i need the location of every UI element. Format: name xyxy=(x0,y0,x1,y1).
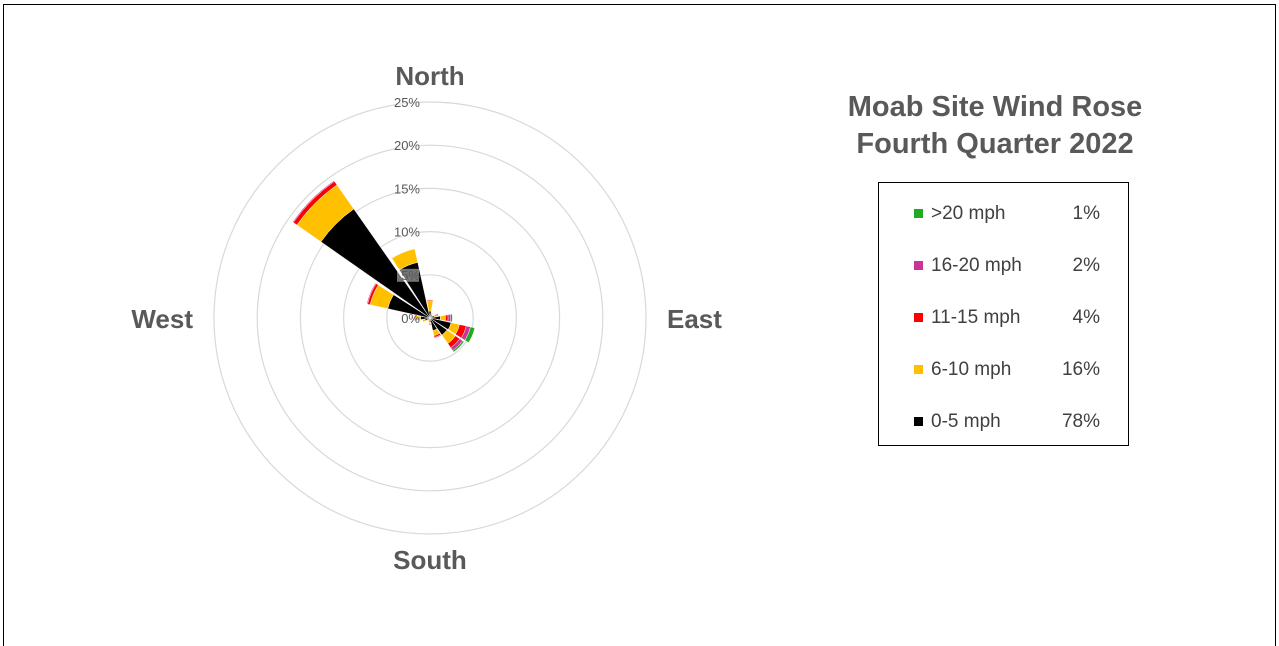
radial-tick-labels: 0% 5% 10% 15% 20% 25% xyxy=(394,95,420,326)
petal-sse-series-3 xyxy=(434,334,442,339)
grid-ring xyxy=(256,144,604,492)
legend-swatch xyxy=(914,365,923,374)
legend-swatch xyxy=(914,313,923,322)
radial-tick-label: 5% xyxy=(401,268,420,283)
petal-s-series-2 xyxy=(428,323,432,326)
compass-west: West xyxy=(131,304,193,334)
legend-item: >20 mph 1% xyxy=(879,202,1128,226)
petal-nne-series-1 xyxy=(430,312,434,316)
radial-grid xyxy=(213,101,647,535)
legend-swatch xyxy=(914,417,923,426)
legend-percent: 4% xyxy=(1072,307,1100,328)
legend-percent: 16% xyxy=(1061,359,1100,380)
radial-tick-label: 0% xyxy=(401,311,420,326)
legend-label: 11-15 mph xyxy=(931,307,1021,328)
grid-ring xyxy=(386,274,474,362)
wind-petals xyxy=(292,180,475,353)
legend-swatch xyxy=(914,261,923,270)
legend-percent: 1% xyxy=(1072,203,1100,224)
tick-label-bg xyxy=(397,96,419,109)
radial-tick-label: 15% xyxy=(394,181,420,196)
chart-frame xyxy=(3,4,1276,646)
tick-label-bg xyxy=(397,225,419,239)
legend: >20 mph 1% 16-20 mph 2% 11-15 mph 4% 6-10 mph 1… xyxy=(878,182,1129,446)
petal-n-series-2 xyxy=(426,299,434,302)
legend-item: 16-20 mph 2% xyxy=(879,254,1128,278)
legend-swatch xyxy=(914,209,923,218)
tick-label-bg xyxy=(397,268,419,282)
petal-e-series-1 xyxy=(439,315,446,321)
legend-percent: 78% xyxy=(1061,411,1100,432)
petal-e-series-2 xyxy=(445,314,449,322)
radial-tick-label: 10% xyxy=(394,225,420,240)
petal-e-series-3 xyxy=(447,314,451,322)
petal-wsw-series-1 xyxy=(422,318,426,323)
radial-tick-label: 25% xyxy=(394,95,420,110)
petal-nnw-series-1 xyxy=(391,248,418,271)
tick-label-bg xyxy=(397,182,419,196)
grid-ring xyxy=(213,101,647,535)
petal-nw-series-3 xyxy=(292,180,335,223)
compass-north: North xyxy=(395,61,464,91)
compass-labels: North East South West xyxy=(131,61,722,575)
legend-label: >20 mph xyxy=(931,203,1006,224)
legend-label: 0-5 mph xyxy=(931,411,1001,432)
petal-ese-series-4 xyxy=(464,326,475,343)
grid-ring xyxy=(343,231,518,406)
legend-item: 0-5 mph 78% xyxy=(879,410,1128,434)
petal-se-series-4 xyxy=(452,340,465,353)
petal-e-series-4 xyxy=(450,313,453,323)
radial-tick-label: 20% xyxy=(394,138,420,153)
chart-title-block: Moab Site Wind Rose Fourth Quarter 2022 xyxy=(775,89,1215,163)
legend-item: 6-10 mph 16% xyxy=(879,358,1128,382)
petal-wnw-series-3 xyxy=(366,282,377,305)
petal-ene-series-3 xyxy=(436,313,439,317)
chart-title: Moab Site Wind Rose xyxy=(847,91,1143,123)
compass-east: East xyxy=(667,304,722,334)
petal-s-series-1 xyxy=(428,322,432,325)
grid-ring xyxy=(299,187,561,449)
tick-label-bg xyxy=(397,139,419,153)
petal-w-series-2 xyxy=(414,315,416,321)
chart-subtitle: Fourth Quarter 2022 xyxy=(856,128,1134,160)
compass-south: South xyxy=(393,545,467,575)
legend-percent: 2% xyxy=(1072,255,1100,276)
legend-label: 6-10 mph xyxy=(931,359,1012,380)
legend-item: 11-15 mph 4% xyxy=(879,306,1128,330)
legend-label: 16-20 mph xyxy=(931,255,1022,276)
